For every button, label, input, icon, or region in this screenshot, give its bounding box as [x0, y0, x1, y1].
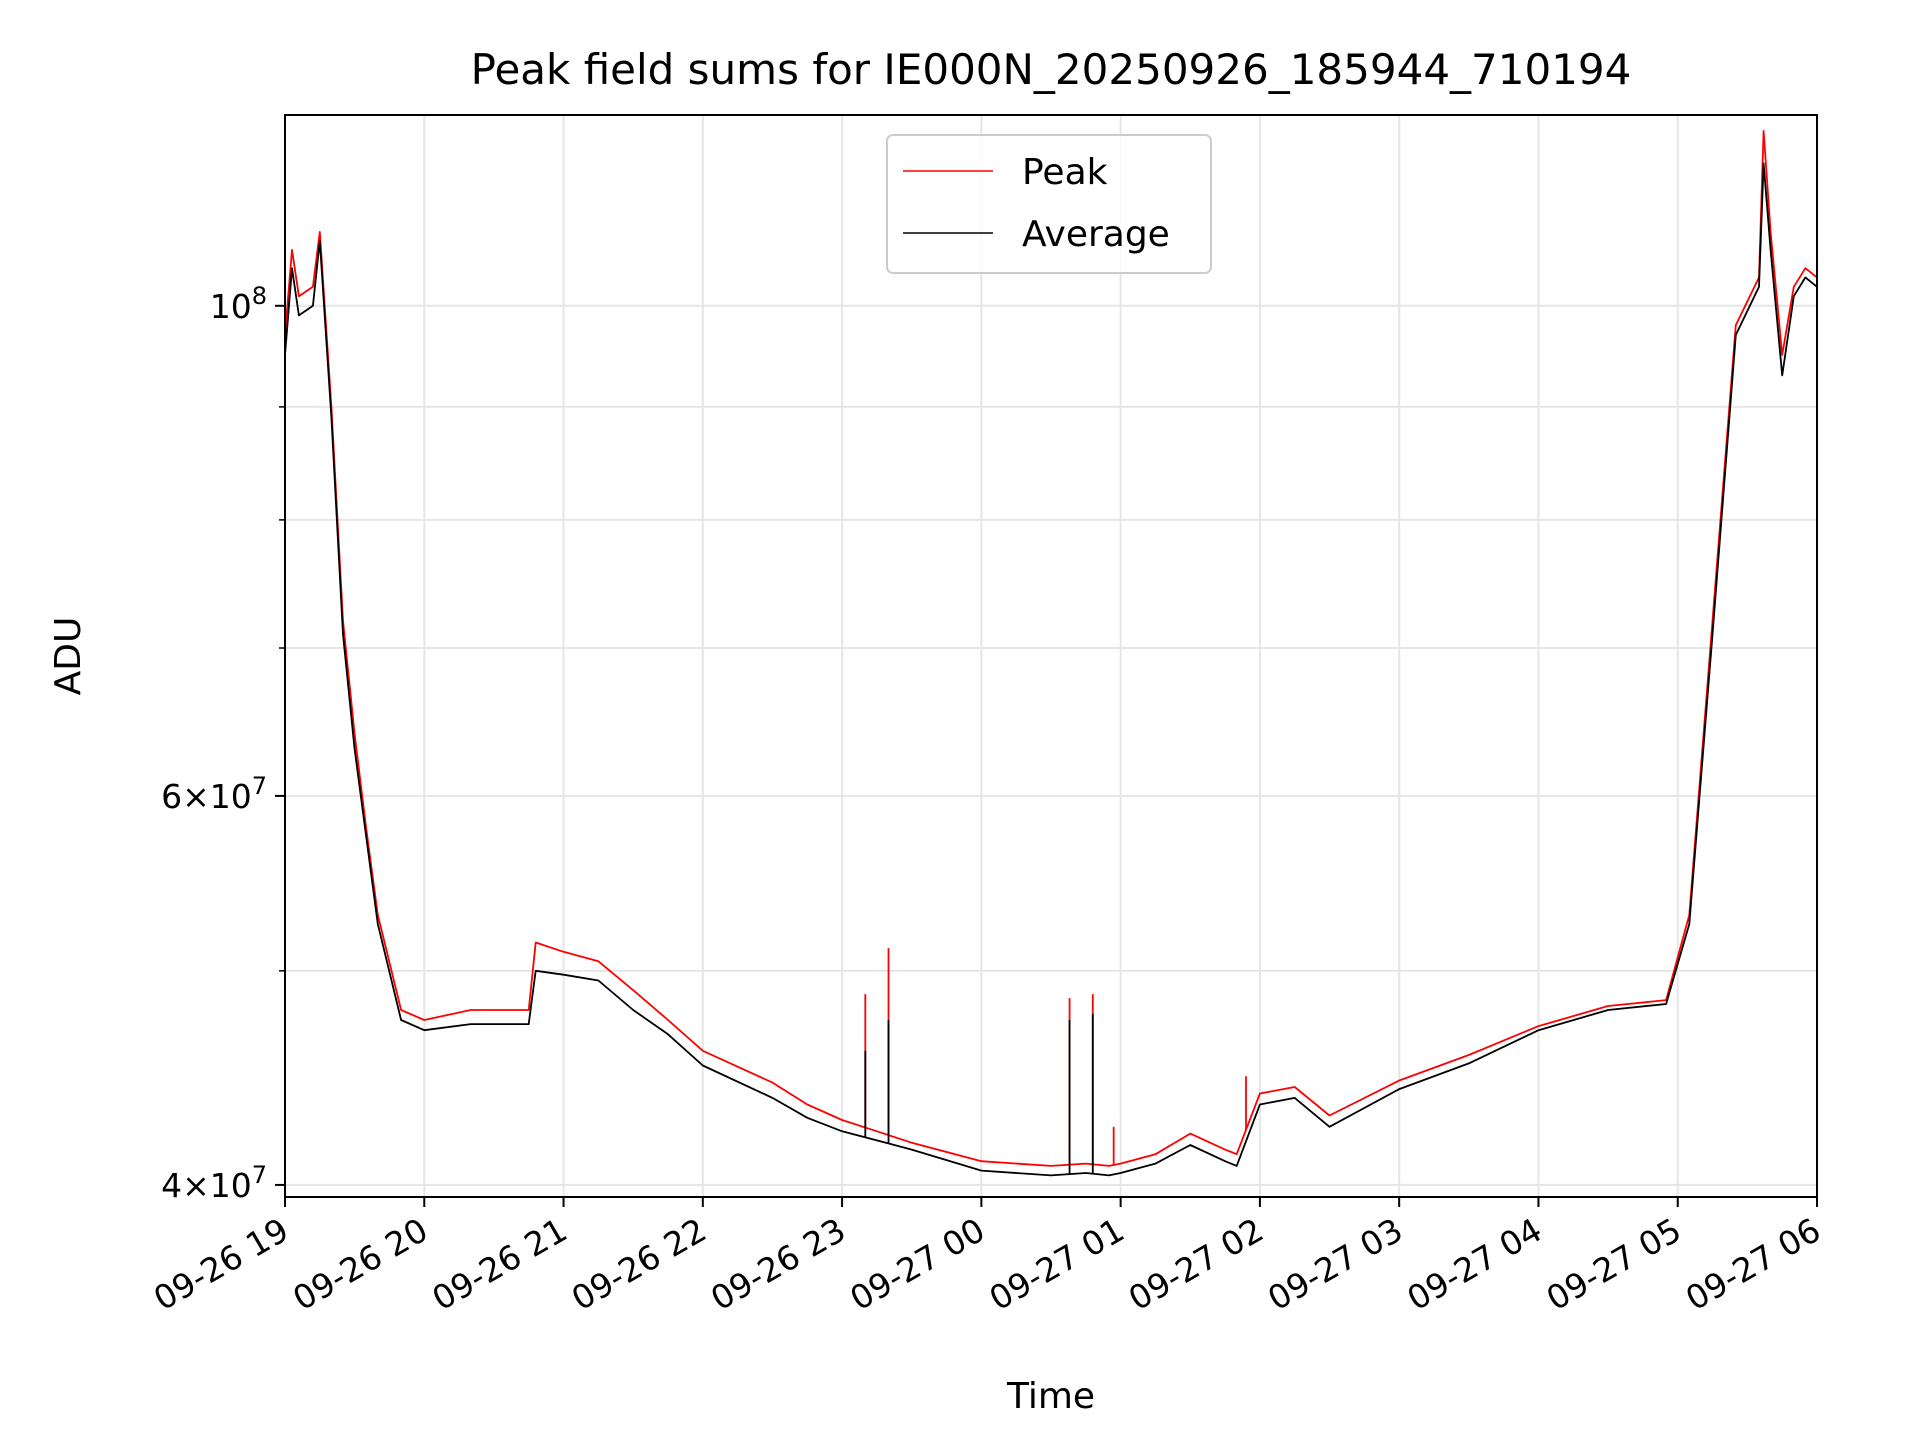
- y-axis-label: ADU: [48, 617, 89, 696]
- series-lines: [284, 129, 1818, 1177]
- legend-average-label: Average: [1022, 214, 1170, 255]
- y-tick-label: 4×107: [161, 1161, 267, 1205]
- y-tick-label: 108: [210, 282, 267, 326]
- series-line-average: [284, 162, 1818, 1177]
- legend-peak-label: Peak: [1022, 152, 1108, 193]
- legend: Peak Average: [886, 134, 1212, 274]
- plot-frame: [284, 114, 1818, 1198]
- grid: [284, 115, 1818, 1197]
- legend-box: [886, 134, 1212, 274]
- x-axis-label: Time: [1006, 1376, 1095, 1417]
- y-tick-label: 6×107: [161, 772, 267, 816]
- chart-title: Peak field sums for IE000N_20250926_1859…: [471, 45, 1632, 94]
